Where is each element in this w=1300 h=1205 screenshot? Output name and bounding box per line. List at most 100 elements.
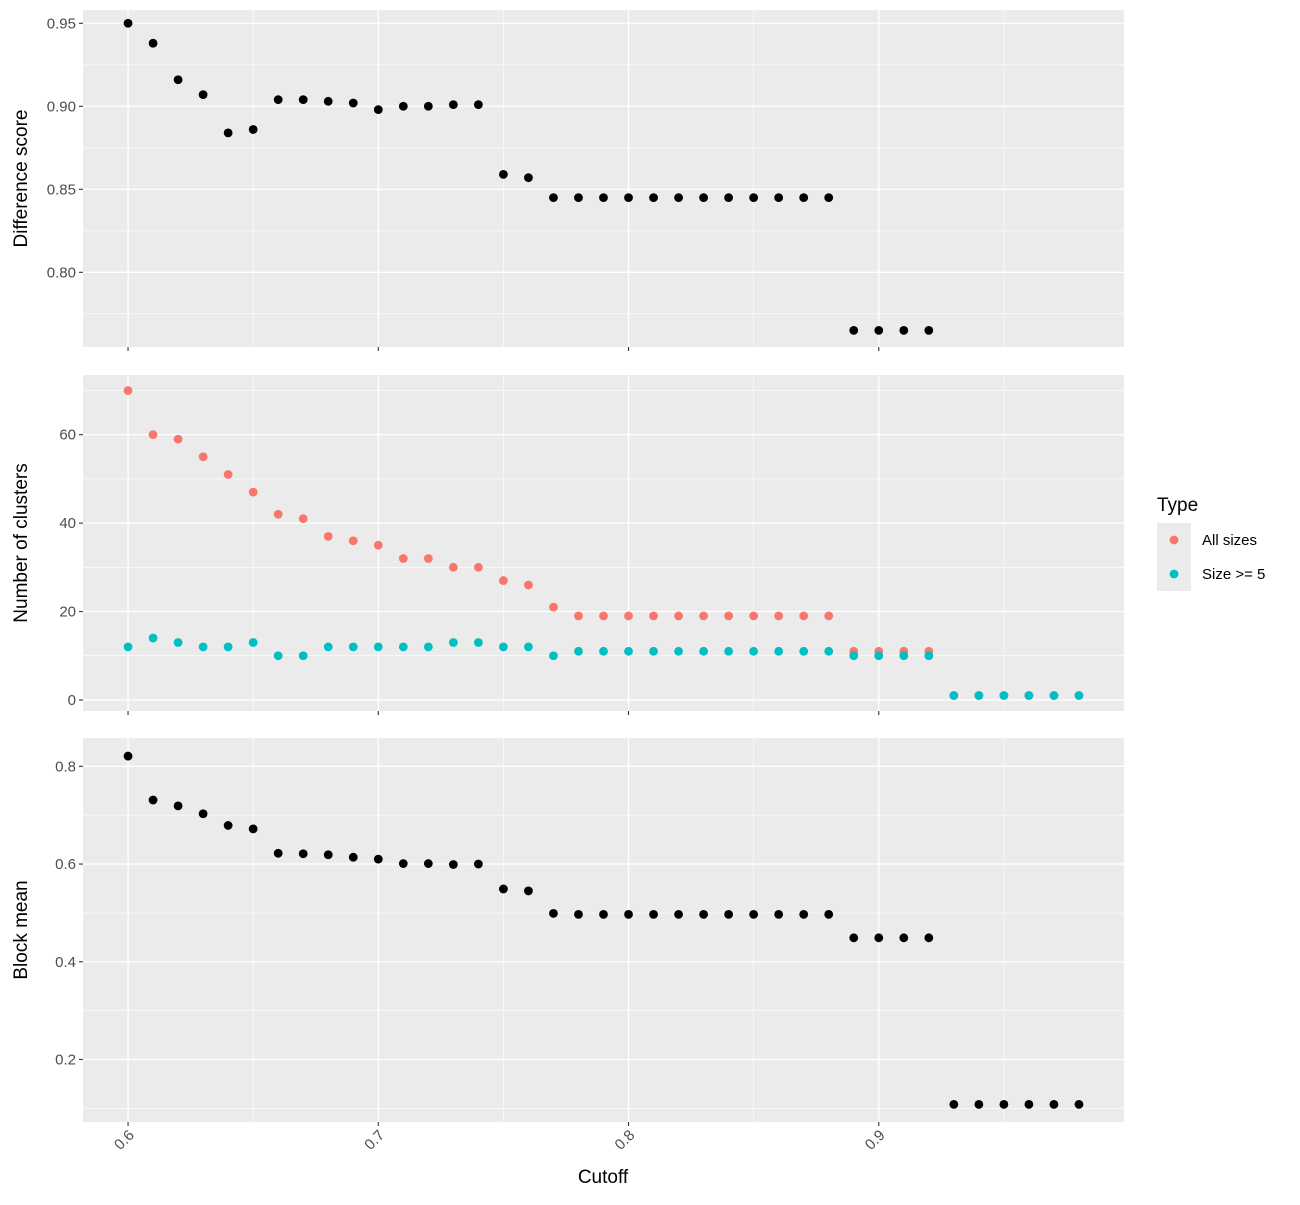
data-point (774, 909, 784, 919)
x-tick-label: 0.8 (612, 1127, 639, 1154)
data-point (574, 193, 583, 202)
y-tick-label: 0.85 (47, 181, 76, 198)
data-point (749, 909, 759, 919)
x-tick-label: 0.9 (862, 1127, 889, 1154)
data-point (824, 646, 834, 656)
data-point (148, 38, 158, 48)
data-point (223, 470, 233, 479)
data-point (699, 909, 708, 919)
data-point (423, 642, 433, 652)
data-point (774, 646, 784, 656)
data-point (749, 193, 759, 202)
data-point (298, 514, 308, 524)
data-point (849, 651, 859, 661)
x-axis-title: Cutoff (578, 1167, 629, 1188)
data-point (473, 100, 483, 110)
y-tick-label: 60 (59, 427, 76, 444)
data-point (674, 193, 683, 202)
y-axis-title: Number of clusters (11, 463, 32, 622)
data-point (799, 611, 809, 621)
data-point (248, 824, 258, 834)
panel-background (83, 738, 1124, 1122)
data-point (774, 611, 784, 621)
data-point (173, 801, 183, 811)
legend-swatch (1169, 535, 1179, 545)
data-point (473, 859, 483, 869)
data-point (824, 193, 834, 202)
data-point (323, 96, 333, 106)
data-point (148, 633, 158, 643)
data-point (574, 646, 583, 656)
data-point (549, 602, 558, 612)
legend-label: Size >= 5 (1202, 566, 1265, 583)
series-1 (123, 18, 934, 335)
data-point (799, 193, 809, 202)
legend-label: All sizes (1202, 532, 1257, 549)
y-tick-label: 40 (59, 515, 76, 532)
y-tick-label: 0 (68, 692, 76, 709)
panel-background (83, 375, 1124, 711)
data-point (924, 933, 934, 943)
data-point (223, 642, 233, 652)
data-point (649, 646, 658, 656)
y-tick-label: 0.90 (47, 98, 76, 115)
data-point (198, 90, 208, 100)
data-point (549, 651, 558, 661)
data-point (248, 638, 258, 647)
data-point (824, 909, 834, 919)
data-point (398, 101, 408, 111)
data-point (549, 193, 558, 202)
data-point (824, 611, 834, 621)
y-tick-label: 0.2 (55, 1051, 76, 1068)
data-point (223, 128, 233, 138)
data-point (348, 98, 358, 108)
data-point (674, 611, 683, 621)
panel-1: 0.80 0.85 0.90 0.95 Difference score (11, 10, 1124, 351)
data-point (223, 821, 233, 830)
data-point (398, 642, 408, 652)
data-point (148, 795, 158, 805)
data-point (574, 611, 583, 621)
data-point (799, 909, 809, 919)
data-point (123, 386, 133, 395)
y-tick-label: 20 (59, 604, 76, 621)
data-point (448, 860, 458, 869)
legend-swatch (1169, 569, 1179, 579)
x-axis: 0.6 0.7 0.8 0.9 (111, 1127, 888, 1154)
data-point (499, 884, 508, 894)
data-point (1024, 1100, 1034, 1109)
data-point (524, 886, 533, 896)
data-point (448, 562, 458, 572)
data-point (1049, 1100, 1059, 1109)
data-point (724, 646, 734, 656)
panel-2: 0 20 40 60 Number of clusters (11, 375, 1124, 715)
data-point (649, 909, 658, 919)
y-tick-label: 0.8 (55, 758, 76, 775)
data-point (524, 580, 533, 590)
y-axis-title: Difference score (11, 110, 32, 248)
data-point (724, 909, 734, 919)
data-point (123, 642, 133, 652)
data-point (574, 909, 583, 919)
x-tick-label: 0.7 (361, 1127, 388, 1154)
data-point (1024, 691, 1034, 700)
data-point (499, 169, 508, 179)
data-point (849, 325, 859, 335)
data-point (524, 173, 533, 183)
data-point (524, 642, 533, 652)
data-point (373, 105, 383, 115)
data-point (323, 531, 333, 541)
data-point (899, 325, 909, 335)
data-point (348, 642, 358, 652)
data-point (849, 933, 859, 943)
data-point (198, 809, 208, 819)
data-point (298, 95, 308, 105)
data-point (624, 646, 633, 656)
data-point (649, 193, 658, 202)
data-point (749, 611, 759, 621)
y-tick-label: 0.95 (47, 15, 76, 32)
data-point (674, 646, 683, 656)
data-point (549, 908, 558, 918)
data-point (1049, 691, 1059, 700)
